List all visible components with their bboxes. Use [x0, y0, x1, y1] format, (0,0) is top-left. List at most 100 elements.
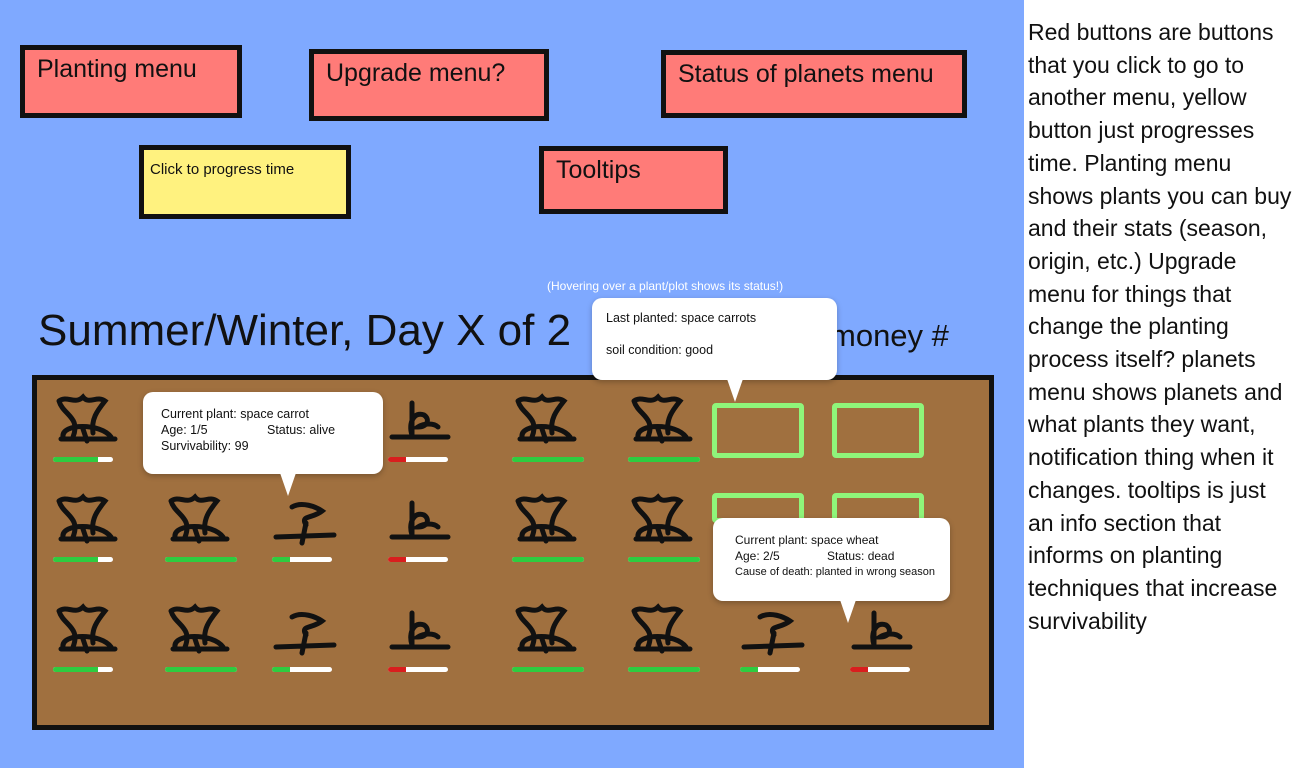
tooltip-age-status-row: Age: 2/5 Status: dead: [735, 548, 928, 564]
plant-health-fill: [388, 557, 406, 562]
plant-health-bar: [388, 457, 448, 462]
plant-health-fill: [512, 667, 584, 672]
tooltips-button[interactable]: Tooltips: [539, 146, 728, 214]
bush-plant-icon: [53, 493, 125, 553]
plant-health-bar: [165, 557, 237, 562]
plant-health-fill: [165, 557, 237, 562]
money-counter: money #: [830, 318, 949, 353]
stalk-plant-icon: [272, 603, 344, 663]
plant-health-fill: [272, 667, 290, 672]
tooltip-cause-of-death: Cause of death: planted in wrong season: [735, 566, 935, 578]
tooltip-current-plant: Current plant: space carrot: [161, 407, 309, 421]
plant-plot[interactable]: [512, 393, 584, 462]
tooltip-soil-condition: soil condition: good: [606, 343, 714, 357]
plant-health-fill: [628, 457, 700, 462]
plant-health-fill: [388, 667, 406, 672]
plant-plot[interactable]: [850, 603, 922, 672]
plant-health-fill: [512, 557, 584, 562]
tooltip-status: Status: dead: [827, 549, 895, 563]
plant-health-bar: [53, 457, 113, 462]
bush-plant-icon: [165, 603, 237, 663]
plant-plot[interactable]: [272, 493, 344, 562]
stalk-plant-icon: [272, 493, 344, 553]
plant-plot[interactable]: [628, 603, 700, 672]
bush-plant-icon: [53, 603, 125, 663]
sprout-plant-icon: [388, 393, 460, 453]
plant-health-bar: [388, 667, 448, 672]
plant-health-fill: [272, 557, 290, 562]
plant-health-bar: [628, 457, 700, 462]
plant-plot[interactable]: [272, 603, 344, 672]
empty-plot[interactable]: [712, 403, 804, 458]
sprout-plant-icon: [850, 603, 922, 663]
plant-plot[interactable]: [165, 493, 237, 562]
plant-plot[interactable]: [53, 393, 125, 462]
game-canvas: Planting menu Upgrade menu? Status of pl…: [0, 0, 1024, 768]
plant-plot[interactable]: [53, 493, 125, 562]
bush-plant-icon: [628, 393, 700, 453]
plant-plot[interactable]: [388, 493, 460, 562]
plant-plot[interactable]: [628, 393, 700, 462]
plant-health-bar: [740, 667, 800, 672]
plant-health-fill: [53, 557, 98, 562]
tooltip-status: Status: alive: [267, 423, 336, 437]
tooltip-current-plant: Current plant: space wheat: [735, 533, 879, 547]
plant-health-fill: [740, 667, 758, 672]
bush-plant-icon: [512, 493, 584, 553]
plant-health-bar: [512, 457, 584, 462]
progress-time-button[interactable]: Click to progress time: [139, 145, 351, 219]
hover-hint-text: (Hovering over a plant/plot shows its st…: [547, 279, 784, 293]
plant-plot[interactable]: [740, 603, 812, 672]
day-season-title: Summer/Winter, Day X of 2: [38, 306, 572, 355]
sprout-plant-icon: [388, 493, 460, 553]
plant-health-fill: [53, 457, 98, 462]
plant-health-fill: [53, 667, 98, 672]
plant-health-bar: [165, 667, 237, 672]
plant-health-bar: [53, 557, 113, 562]
plant-health-bar: [388, 557, 448, 562]
bush-plant-icon: [628, 603, 700, 663]
plant-health-fill: [850, 667, 868, 672]
plant-health-fill: [388, 457, 406, 462]
tooltip-survivability: Survivability: 99: [161, 439, 249, 453]
bush-plant-icon: [165, 493, 237, 553]
plant-health-fill: [628, 557, 700, 562]
plant-health-bar: [850, 667, 910, 672]
bush-plant-icon: [512, 393, 584, 453]
plant-status-tooltip-wheat: Current plant: space wheat Age: 2/5 Statu…: [713, 518, 950, 623]
plant-plot[interactable]: [165, 603, 237, 672]
status-of-planets-menu-button[interactable]: Status of planets menu: [661, 50, 967, 118]
planting-menu-button[interactable]: Planting menu: [20, 45, 242, 118]
plant-health-fill: [628, 667, 700, 672]
plant-plot[interactable]: [388, 603, 460, 672]
bush-plant-icon: [512, 603, 584, 663]
plant-health-bar: [628, 667, 700, 672]
tooltip-last-planted: Last planted: space carrots: [606, 311, 757, 325]
plant-health-fill: [512, 457, 584, 462]
plant-health-fill: [165, 667, 237, 672]
plant-health-bar: [628, 557, 700, 562]
sprout-plant-icon: [388, 603, 460, 663]
upgrade-menu-button[interactable]: Upgrade menu?: [309, 49, 549, 121]
plant-plot[interactable]: [512, 603, 584, 672]
tooltip-pointer: [279, 470, 297, 496]
plant-health-bar: [512, 557, 584, 562]
plant-health-bar: [272, 667, 332, 672]
plant-health-bar: [512, 667, 584, 672]
plot-status-tooltip: Last planted: space carrots soil conditi…: [592, 298, 837, 402]
tooltip-pointer: [839, 597, 857, 623]
plant-plot[interactable]: [53, 603, 125, 672]
plant-health-bar: [272, 557, 332, 562]
design-notes: Red buttons are buttons that you click t…: [1028, 19, 1292, 634]
plant-plot[interactable]: [628, 493, 700, 562]
empty-plot[interactable]: [832, 403, 924, 458]
tooltip-pointer: [726, 376, 744, 402]
plant-plot[interactable]: [512, 493, 584, 562]
tooltip-age: Age: 1/5: [161, 423, 208, 437]
plant-status-tooltip-carrot: Current plant: space carrot Age: 1/5 Stat…: [143, 392, 383, 496]
tooltip-age-status-row: Age: 1/5 Status: alive: [161, 422, 365, 438]
tooltip-age: Age: 2/5: [735, 549, 780, 563]
plant-plot[interactable]: [388, 393, 460, 462]
stalk-plant-icon: [740, 603, 812, 663]
bush-plant-icon: [53, 393, 125, 453]
